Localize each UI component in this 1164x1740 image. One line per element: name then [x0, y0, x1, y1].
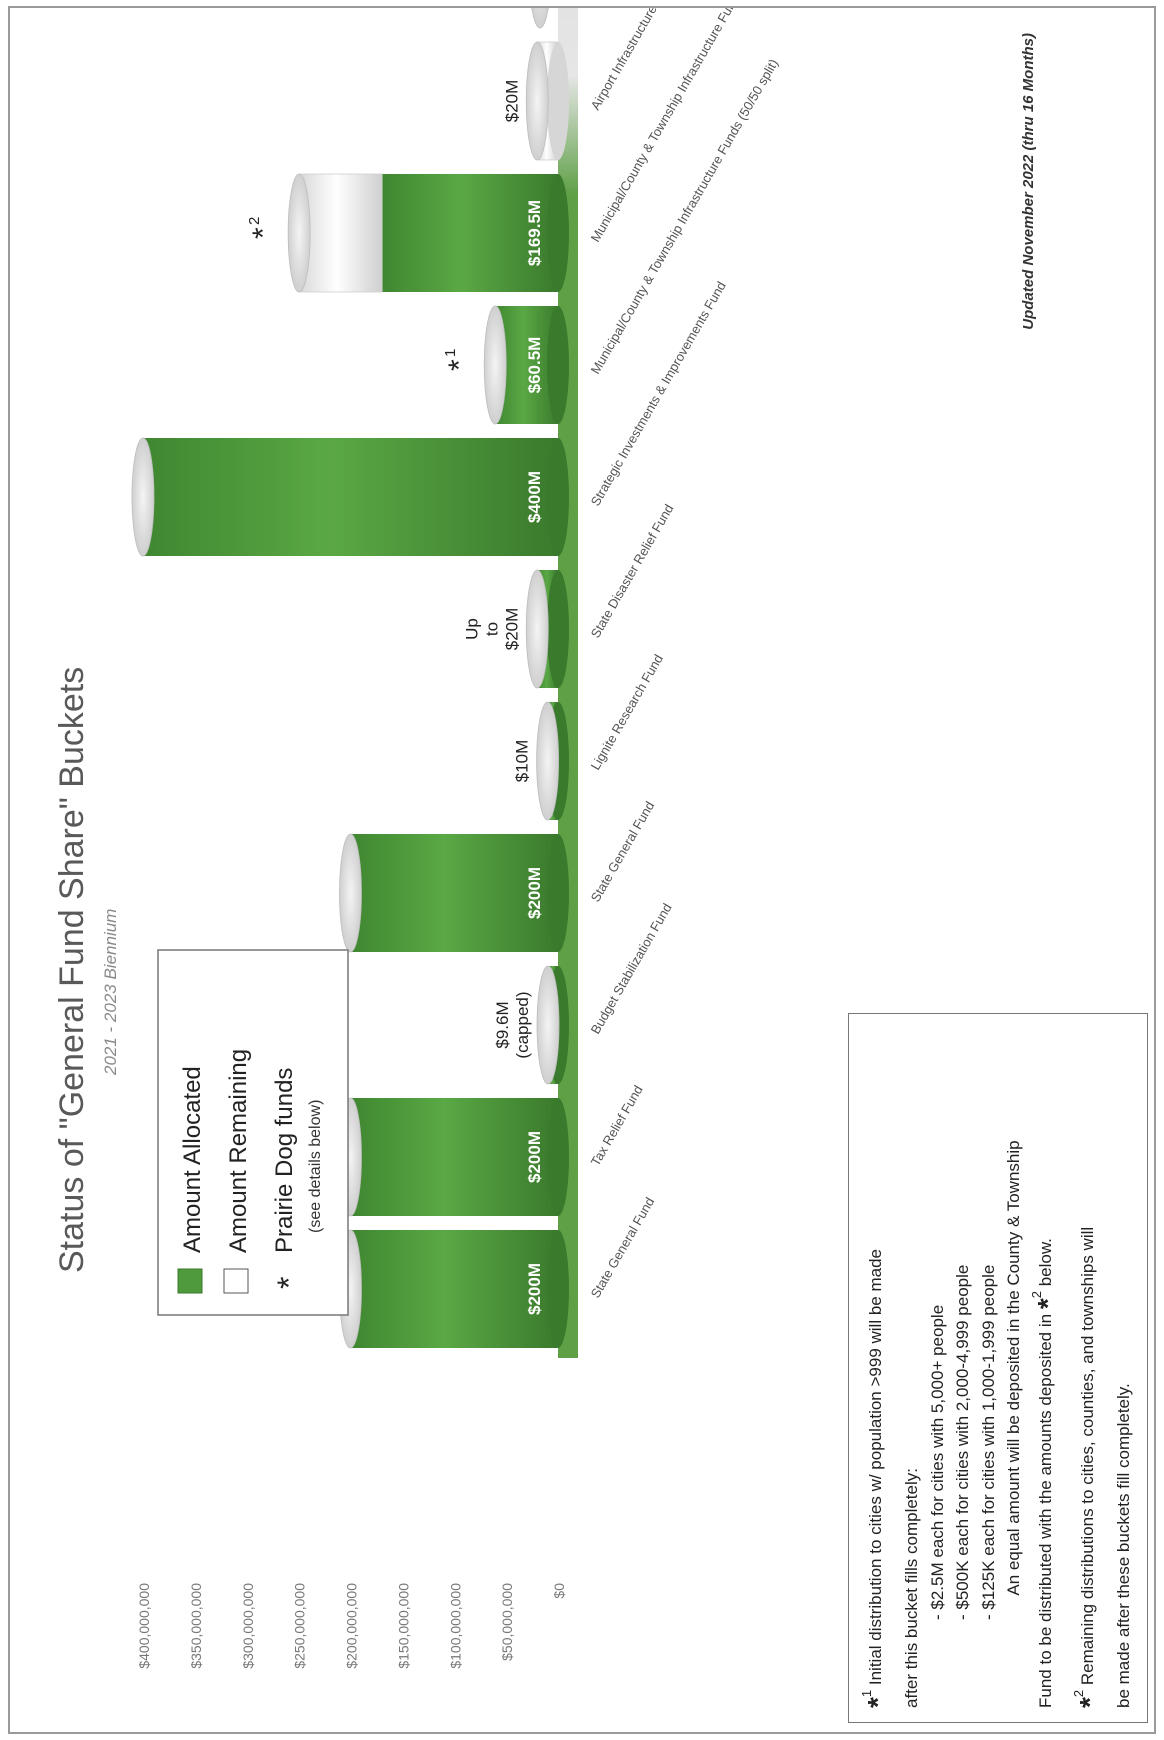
- legend-label-remaining: Amount Remaining: [225, 1049, 252, 1253]
- bar-value-label: $400M: [525, 471, 544, 523]
- bar-value-label: $20M: [502, 80, 521, 123]
- y-tick-label: $0: [551, 1583, 567, 1599]
- note1-line1: Initial distribution to cities w/ popula…: [866, 1249, 885, 1686]
- y-tick-label: $400,000,000: [136, 1583, 152, 1669]
- updated-note: Updated November 2022 (thru 16 Months): [1020, 33, 1037, 330]
- footnotes-box: *1 Initial distribution to cities w/ pop…: [848, 1013, 1148, 1723]
- bar-top: [339, 833, 362, 953]
- bar-value-label: $200M: [525, 1263, 544, 1315]
- bar-group: [536, 701, 569, 821]
- bar-group: [525, 569, 569, 689]
- bar-group: [131, 437, 569, 557]
- bar-top: [483, 305, 507, 425]
- bar-value-label: (capped): [513, 991, 532, 1058]
- category-label: Budget Stabilization Fund: [588, 901, 675, 1037]
- legend-swatch-allocated: [177, 1268, 203, 1294]
- category-label: Strategic Investments & Improvements Fun…: [588, 279, 729, 509]
- bar-allocated: [143, 438, 558, 556]
- note1-line3: An equal amount will be deposited in the…: [1004, 1140, 1023, 1596]
- bar-value-label: Up: [462, 618, 481, 640]
- note1-line2: after this bucket fills completely:: [902, 1468, 921, 1708]
- bar-value-label: $20M: [502, 608, 521, 651]
- bar-value-label: $169.5M: [525, 200, 544, 266]
- category-label: State General Fund: [588, 1195, 658, 1301]
- chart-canvas: Status of "General Fund Share" Buckets 20…: [8, 8, 1153, 1733]
- bar-top: [536, 965, 560, 1085]
- bar-value-label: $60.5M: [525, 337, 544, 394]
- legend-star-icon: *: [271, 1277, 307, 1289]
- y-tick-label: $350,000,000: [188, 1583, 204, 1669]
- bar-base: [547, 306, 569, 424]
- bar-top: [525, 41, 549, 161]
- note1-bullet2: - $500K each for cities with 2,000-4,999…: [953, 1264, 972, 1620]
- category-label: State Disaster Relief Fund: [588, 502, 677, 641]
- footnote-marker-2: *: [1073, 1697, 1105, 1708]
- bar-group: [536, 965, 569, 1085]
- y-tick-label: $300,000,000: [240, 1583, 256, 1669]
- note1-bullet1: - $2.5M each for cities with 5,000+ peop…: [927, 1304, 947, 1620]
- prairie-dog-footnote: 1: [442, 349, 459, 357]
- note2-line1: Remaining distributions to cities, count…: [1077, 1226, 1097, 1686]
- bar-remaining: [298, 173, 383, 293]
- y-tick-label: $50,000,000: [499, 1583, 515, 1661]
- category-label: State General Fund: [588, 799, 658, 905]
- note1-line4: Fund to be distributed with the amounts …: [1035, 1313, 1055, 1708]
- chart-subtitle: 2021 - 2023 Biennium: [101, 909, 120, 1076]
- bar-top: [287, 173, 311, 293]
- legend-note-prairie-dog: (see details below): [307, 1100, 324, 1233]
- bar-allocated: [350, 834, 558, 952]
- prairie-dog-marker: *: [247, 227, 280, 239]
- bar-top: [536, 701, 560, 821]
- legend: Amount Allocated Amount Remaining * Prairie…: [157, 949, 349, 1316]
- bar-value-label: $200M: [525, 867, 544, 919]
- bar-base: [547, 1098, 569, 1216]
- bar-allocated: [495, 306, 559, 424]
- bar-allocated: [350, 1098, 558, 1216]
- chart-title: Status of "General Fund Share" Buckets: [53, 667, 91, 1273]
- bar-base: [547, 42, 569, 160]
- legend-label-prairie-dog: Prairie Dog funds: [271, 1068, 298, 1253]
- bar-group: [287, 173, 569, 293]
- bar-value-label: $9.6M: [493, 1001, 512, 1048]
- bar-allocated: [382, 174, 558, 292]
- category-label: Lignite Research Fund: [588, 652, 666, 773]
- bar-top: [131, 437, 155, 557]
- bar-allocated: [350, 1230, 558, 1348]
- bar-group: [483, 305, 569, 425]
- y-tick-label: $250,000,000: [292, 1583, 308, 1669]
- bar-base: [547, 1230, 569, 1348]
- bar-value-label: $200M: [525, 1131, 544, 1183]
- bar-top-empty: [528, 8, 552, 29]
- bar-base: [547, 174, 569, 292]
- category-label: Airport Infrastructure Fund: [588, 8, 677, 113]
- chart-svg: Status of "General Fund Share" Buckets 20…: [53, 8, 1037, 1669]
- category-label: Tax Relief Fund: [588, 1083, 646, 1169]
- legend-swatch-remaining: [223, 1268, 249, 1294]
- legend-label-allocated: Amount Allocated: [179, 1066, 206, 1253]
- bar-value-label: $10M: [513, 740, 532, 783]
- note1-bullet3: - $125K each for cities with 1,000-1,999…: [978, 1264, 998, 1620]
- legend-box: [157, 949, 349, 1316]
- bar-value-label: to: [482, 622, 501, 636]
- y-tick-label: $150,000,000: [395, 1583, 411, 1669]
- y-tick-label: $100,000,000: [447, 1583, 463, 1669]
- note2-line2: be made after these buckets fill complet…: [1113, 1383, 1133, 1708]
- y-tick-label: $200,000,000: [344, 1583, 360, 1669]
- bar-top: [525, 569, 549, 689]
- bar-group: [528, 8, 552, 29]
- prairie-dog-marker: *: [443, 359, 476, 371]
- bar-group: [525, 41, 569, 161]
- footnote-marker: *: [862, 1697, 893, 1708]
- prairie-dog-footnote: 2: [246, 217, 263, 225]
- bar-group: [339, 833, 569, 953]
- bar-base: [547, 834, 569, 952]
- bar-base: [547, 570, 569, 688]
- bar-base: [547, 438, 569, 556]
